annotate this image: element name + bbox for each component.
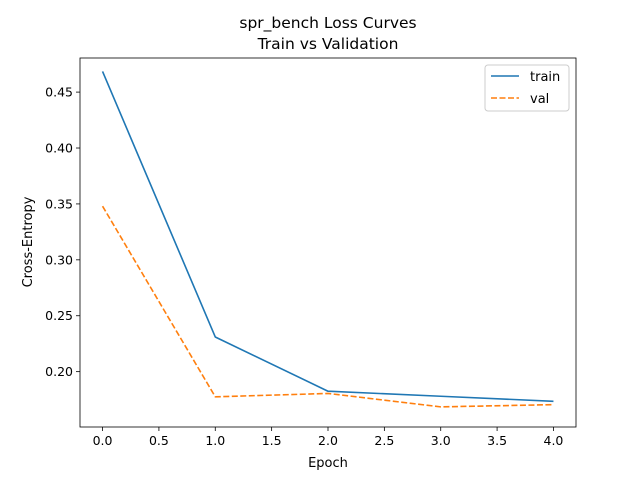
- x-tick-label: 3.5: [487, 433, 507, 448]
- series-line-val: [101, 205, 554, 408]
- x-tick-label: 0.0: [93, 433, 113, 448]
- x-tick-label: 3.0: [431, 433, 451, 448]
- y-tick-label: 0.45: [45, 85, 73, 100]
- legend-label-train: train: [530, 70, 560, 85]
- x-tick-label: 1.5: [262, 433, 282, 448]
- y-tick-label: 0.30: [45, 252, 73, 267]
- y-tick-label: 0.40: [45, 141, 73, 156]
- axis-ticks: 0.0 0.5 1.0 1.5 2.0 2.5 3.0 3.5 4.0 0.20 0.25 0.30 0…: [45, 85, 563, 448]
- legend: train val: [484, 64, 570, 112]
- series-line-train: [101, 71, 554, 403]
- x-tick-label: 2.0: [318, 433, 338, 448]
- y-tick-label: 0.20: [45, 364, 73, 379]
- x-tick-label: 2.5: [374, 433, 394, 448]
- x-tick-label: 0.5: [149, 433, 169, 448]
- plot-lines: [101, 71, 554, 408]
- x-tick-label: 1.0: [205, 433, 225, 448]
- y-tick-label: 0.25: [45, 308, 73, 323]
- x-axis-label: Epoch: [308, 456, 348, 471]
- chart-subtitle: Train vs Validation: [257, 35, 399, 53]
- y-tick-label: 0.35: [45, 196, 73, 211]
- y-axis-label: Cross-Entropy: [21, 196, 36, 287]
- x-tick-label: 4.0: [544, 433, 564, 448]
- plot-frame: [79, 57, 577, 428]
- legend-label-val: val: [530, 92, 549, 107]
- chart-title: spr_bench Loss Curves: [239, 14, 416, 33]
